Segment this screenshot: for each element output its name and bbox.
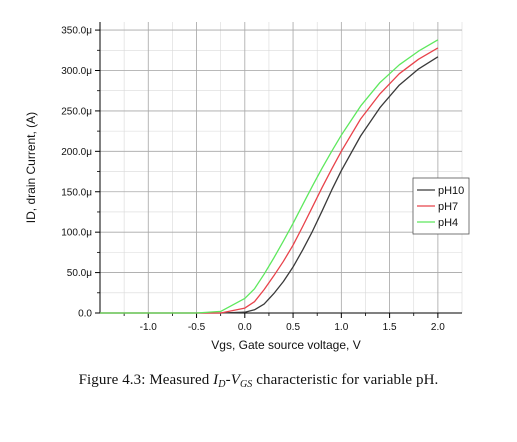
caption-var-i: I [213,372,219,388]
minor-ticks [97,49,415,316]
plot-area [100,22,462,313]
caption-suffix: characteristic for variable pH. [252,372,439,388]
y-tick-label: 200.0μ [61,147,92,158]
y-tick-label: 50.0μ [67,268,92,279]
legend-label-ph7: pH7 [438,201,458,213]
legend: pH10 pH7 pH4 [412,177,470,235]
x-tick-label: 0.0 [238,322,252,333]
x-tick-label: 1.5 [383,322,397,333]
series-line-ph7 [100,47,439,314]
legend-label-ph10: pH10 [438,185,464,197]
x-tick-label: -1.0 [140,322,158,333]
caption-var-v: V [230,372,240,388]
x-tick-label: 1.0 [334,322,348,333]
figure-caption: Figure 4.3: Measured ID-VGS characterist… [0,372,517,390]
caption-sub-gs: GS [239,379,253,390]
y-tick-label: 150.0μ [61,187,92,198]
x-axis-label: Vgs, Gate source voltage, V [211,338,360,352]
major-grid [100,22,462,313]
x-tick-label: -0.5 [188,322,206,333]
y-tick-label: 250.0μ [61,106,92,117]
caption-prefix: Figure 4.3: Measured [78,372,214,388]
y-axis-label: ID, drain Current, (A) [24,112,38,223]
y-tick-label: 350.0μ [61,26,92,37]
caption-dash: - [225,372,231,388]
x-tick-label: 0.5 [286,322,300,333]
y-tick-label: 100.0μ [61,228,92,239]
legend-label-ph4: pH4 [438,217,458,229]
y-tick-label: 0.0 [78,309,92,320]
series-line-ph4 [100,39,439,314]
caption-sub-d: D [218,379,226,390]
series-line-ph10 [100,56,439,314]
y-tick-label: 300.0μ [61,66,92,77]
x-tick-label: 2.0 [431,322,445,333]
